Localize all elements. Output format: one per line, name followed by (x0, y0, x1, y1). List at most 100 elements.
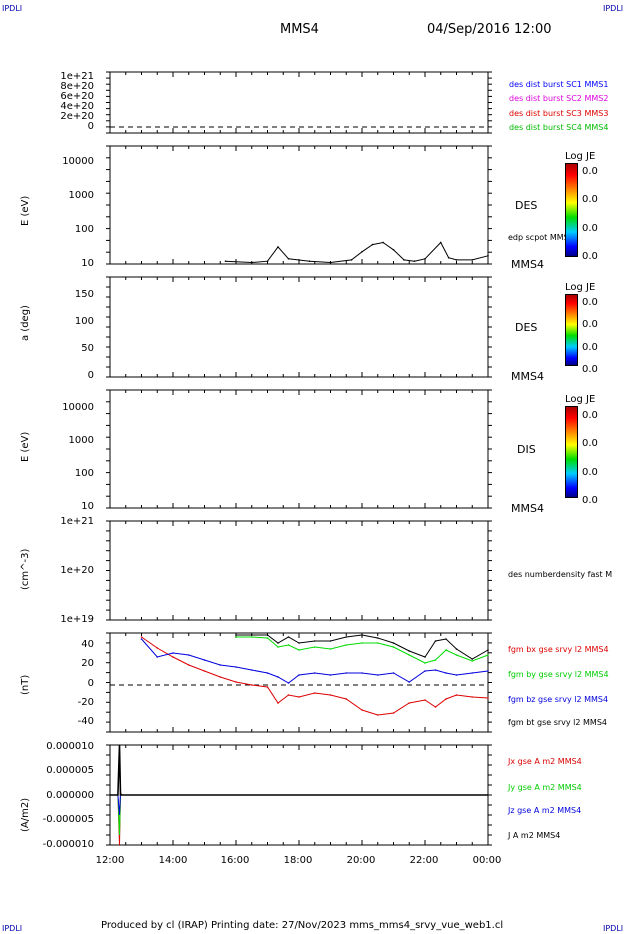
p1-legend-mms1: des dist burst SC1 MMS1 (509, 80, 609, 89)
bt-series-point (266, 634, 269, 636)
bt-series-point (424, 656, 426, 658)
jz-series-line (110, 792, 488, 816)
by-series-point (455, 654, 458, 656)
bx-series-point (361, 709, 363, 711)
bt-series-point (408, 650, 411, 652)
bz-series-point (298, 674, 300, 676)
p4-ytick: 100 (74, 468, 94, 479)
p1-ytick: 2e+20 (60, 111, 94, 122)
p3-colorbar-title: Log JE (565, 282, 596, 293)
bz-series-point (345, 672, 348, 674)
scpot-point (392, 248, 395, 251)
bz-series-point (471, 672, 474, 674)
bx-series-point (266, 686, 269, 688)
p2-ytick: 10000 (62, 156, 94, 167)
bt-series-point (313, 640, 316, 642)
p4-cb-value: 0.0 (582, 410, 598, 421)
p2-ytick: 1000 (68, 190, 94, 201)
p1-legend-mms4: des dist burst SC4 MMS4 (509, 123, 609, 132)
p3-species-label: DES (515, 321, 538, 334)
scpot-point (224, 260, 227, 262)
bt-series-point (455, 648, 458, 650)
j-series-line (110, 744, 488, 796)
p2-ytick: 100 (74, 224, 94, 235)
bz-series-point (140, 638, 143, 640)
p4-species-label: DIS (517, 443, 536, 456)
scpot-point (350, 259, 353, 261)
bt-series-point (235, 634, 237, 636)
by-series-point (487, 654, 489, 656)
p4-ytick: 10000 (62, 402, 94, 413)
p2-cb-value: 0.0 (582, 251, 598, 262)
p7-legend-jy: Jy gse A m2 MMS4 (508, 783, 582, 792)
p3-cb-value: 0.0 (582, 297, 598, 308)
p1-ytick: 8e+20 (60, 81, 94, 92)
bx-series-point (203, 670, 206, 672)
jy-series-line (110, 794, 488, 836)
x-tick-label: 16:00 (220, 855, 250, 866)
bx-series-point (298, 696, 300, 698)
p2-ytick: 10 (81, 258, 94, 269)
bx-series-point (329, 694, 332, 696)
bx-series-point (445, 698, 447, 700)
p7-ytick: 0.000000 (46, 790, 94, 801)
p1-legend-mms2: des dist burst SC2 MMS2 (509, 94, 609, 103)
bx-series-point (172, 656, 174, 658)
p3-cb-value: 0.0 (582, 319, 598, 330)
bx-series-point (455, 694, 458, 696)
p7-legend-jx: Jx gse A m2 MMS4 (508, 757, 582, 766)
corner-label-bottom-right: IPDLI (603, 924, 624, 933)
p2-cb-value: 0.0 (582, 166, 598, 177)
bt-series-point (250, 634, 253, 636)
p1-ytick: 1e+21 (60, 71, 94, 82)
scpot-point (447, 256, 450, 259)
p6-legend-bt: fgm bt gse srvy l2 MMS4 (508, 718, 607, 727)
bx-series-point (376, 714, 379, 716)
p5-legend-density: des numberdensity fast M (508, 570, 613, 579)
scpot-point (250, 261, 253, 264)
by-series-line (236, 636, 489, 664)
p3-ytick: 50 (81, 343, 94, 354)
bt-series-point (487, 649, 489, 651)
p1-legend-mms3: des dist burst SC3 MMS3 (509, 109, 609, 118)
bz-series-point (329, 674, 332, 676)
bz-series-point (250, 669, 253, 671)
bx-series-point (140, 636, 143, 638)
p7-ytick: 0.000005 (46, 765, 94, 776)
p6-ytick: -40 (77, 716, 94, 727)
x-tick-label: 22:00 (409, 855, 439, 866)
bz-series-point (455, 674, 458, 676)
bx-series-point (392, 712, 395, 714)
p2-species-label: DES (515, 199, 538, 212)
bz-series-point (235, 666, 237, 668)
p2-legend-scpot: edp scpot MMS4 (508, 233, 574, 242)
by-series-point (266, 637, 269, 639)
p1-ytick: 4e+20 (60, 101, 94, 112)
bx-series-point (250, 684, 253, 686)
p2-colorbar-title: Log JE (565, 151, 596, 162)
bx-series-point (277, 702, 279, 704)
bz-series-point (434, 669, 437, 671)
by-series-point (445, 649, 447, 651)
footer-text: Produced by cl (IRAP) Printing date: 27/… (101, 920, 504, 931)
bz-series-point (287, 682, 290, 684)
bz-series-line (141, 638, 489, 684)
bx-series-point (313, 692, 316, 694)
x-tick-label: 18:00 (283, 855, 313, 866)
panel-frame-1 (109, 71, 489, 134)
by-series-point (408, 654, 411, 656)
p3-cb-value: 0.0 (582, 364, 598, 375)
bt-series-point (277, 642, 279, 644)
bx-series-point (424, 699, 426, 701)
spacecraft-title: MMS4 (280, 22, 319, 37)
p1-ytick: 0 (87, 121, 94, 132)
bt-series-point (376, 637, 379, 639)
p7-legend-jz: Jz gse A m2 MMS4 (508, 806, 582, 815)
x-tick-label: 14:00 (158, 855, 188, 866)
p1-ytick: 6e+20 (60, 91, 94, 102)
bt-series-point (298, 642, 300, 644)
scpot-point (382, 241, 384, 244)
bt-series-point (361, 634, 363, 636)
scpot-point (455, 259, 458, 261)
